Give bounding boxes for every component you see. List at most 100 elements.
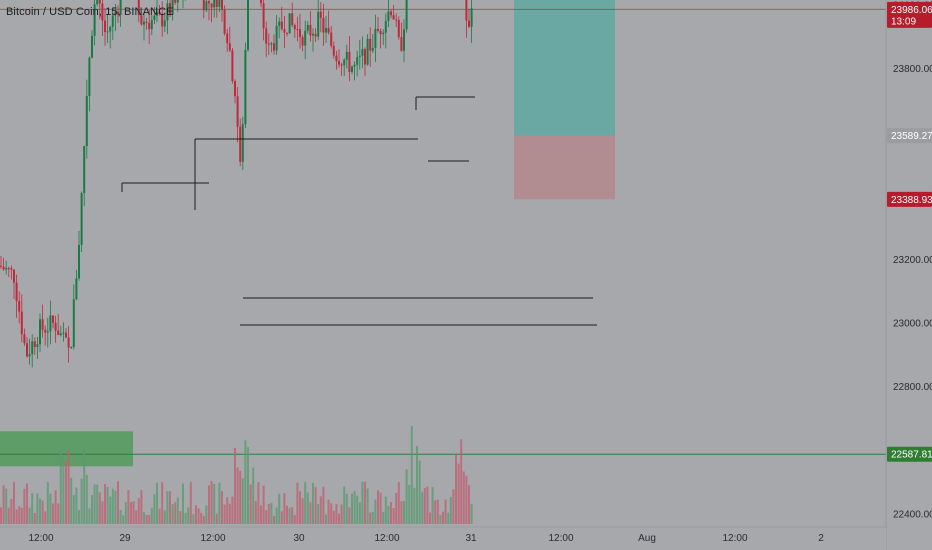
price-tag xyxy=(887,1,932,28)
candle-body xyxy=(148,22,151,30)
candle-body xyxy=(379,30,382,35)
volume-bar xyxy=(104,483,106,524)
volume-bar xyxy=(384,496,387,524)
candle-body xyxy=(28,354,31,357)
volume-bar xyxy=(36,493,39,524)
volume-bar xyxy=(127,490,130,524)
candle-body xyxy=(364,49,366,65)
volume-bar xyxy=(283,493,286,524)
volume-bar xyxy=(46,482,49,524)
candle-body xyxy=(91,35,93,58)
volume-bar xyxy=(2,485,5,524)
volume-bar xyxy=(293,514,296,524)
candle-body xyxy=(286,32,288,34)
candle-body xyxy=(306,24,309,31)
candle-body xyxy=(301,37,304,46)
time-axis[interactable]: 12:00 29 12:00 30 12:00 31 12:00 Aug 12:00 2 xyxy=(0,526,886,550)
volume-bar xyxy=(236,467,239,524)
volume-bar xyxy=(369,512,372,524)
time-tick-label: 12:00 xyxy=(200,533,225,544)
time-tick-label: 30 xyxy=(293,533,305,544)
volume-bar xyxy=(26,483,28,524)
volume-bar xyxy=(88,508,91,524)
volume-bar xyxy=(239,470,242,524)
volume-bar xyxy=(241,478,244,524)
price-axis[interactable]: USDC25000.0024800.0024600.0024400.002420… xyxy=(885,0,932,550)
candle-body xyxy=(176,0,179,3)
candle-body xyxy=(223,9,226,34)
chart-title: Bitcoin / USD Coin, 15, BINANCE xyxy=(6,6,174,18)
candle-body xyxy=(312,33,314,36)
volume-bar xyxy=(70,477,73,524)
candle-body xyxy=(270,43,273,45)
candle-body xyxy=(104,20,106,32)
candle-body xyxy=(57,330,60,336)
candle-body xyxy=(265,28,268,44)
volume-bar xyxy=(343,486,346,524)
volume-bar xyxy=(403,500,405,524)
volume-bar xyxy=(436,499,439,524)
volume-bar xyxy=(195,505,197,524)
candle-body xyxy=(228,43,231,51)
candle-body xyxy=(317,11,320,37)
candle-body xyxy=(174,0,177,3)
time-tick-label: 31 xyxy=(465,533,477,544)
volume-bar xyxy=(218,482,221,524)
volume-bar xyxy=(124,502,127,524)
volume-bar xyxy=(374,499,377,524)
volume-bar xyxy=(187,507,190,524)
volume-bar xyxy=(208,485,210,524)
candle-body xyxy=(39,319,41,345)
volume-bar xyxy=(286,505,288,524)
price-tick-label: 22400.00 xyxy=(893,510,932,521)
volume-bar xyxy=(75,487,78,524)
candle-body xyxy=(470,8,473,27)
volume-bar xyxy=(306,492,309,524)
candle-body xyxy=(358,55,361,57)
candle-body xyxy=(36,344,39,348)
candle-body xyxy=(275,25,278,51)
candle-body xyxy=(101,3,104,21)
volume-bar xyxy=(228,503,231,524)
candlesticks xyxy=(0,0,473,368)
price-tag-label: 23589.27 xyxy=(891,131,932,142)
volume-bar xyxy=(13,482,15,524)
candle-body xyxy=(273,43,275,51)
volume-bar xyxy=(20,507,23,524)
candle-body xyxy=(241,124,244,162)
volume-bar xyxy=(122,515,125,524)
candle-body xyxy=(13,269,15,283)
candle-body xyxy=(465,0,468,21)
volume-bar xyxy=(91,494,93,524)
volume-bar xyxy=(400,501,403,524)
volume-bar xyxy=(280,511,283,524)
volume-bar xyxy=(44,511,47,524)
volume-bar xyxy=(364,481,366,524)
price-tag xyxy=(887,446,932,462)
candle-body xyxy=(369,38,372,51)
volume-bar xyxy=(322,486,325,524)
candle-body xyxy=(208,1,210,4)
candle-body xyxy=(114,11,117,16)
volume-bar xyxy=(317,503,320,524)
candle-body xyxy=(395,19,398,21)
volume-bar xyxy=(156,482,158,524)
volume-bar xyxy=(426,486,429,524)
candle-body xyxy=(390,11,392,16)
candle-body xyxy=(314,33,317,37)
volume-bar xyxy=(106,486,109,524)
candle-body xyxy=(26,343,28,357)
candle-body xyxy=(288,13,291,34)
volume-bar xyxy=(67,449,70,524)
candle-body xyxy=(267,43,270,45)
candle-body xyxy=(18,301,21,312)
volume-bar xyxy=(416,445,418,524)
volume-bar xyxy=(210,481,213,524)
candle-body xyxy=(210,3,213,8)
candle-body xyxy=(325,28,327,33)
candle-body xyxy=(400,37,403,51)
candle-body xyxy=(283,29,286,33)
volume-bar xyxy=(202,515,205,524)
candle-body xyxy=(31,341,34,355)
